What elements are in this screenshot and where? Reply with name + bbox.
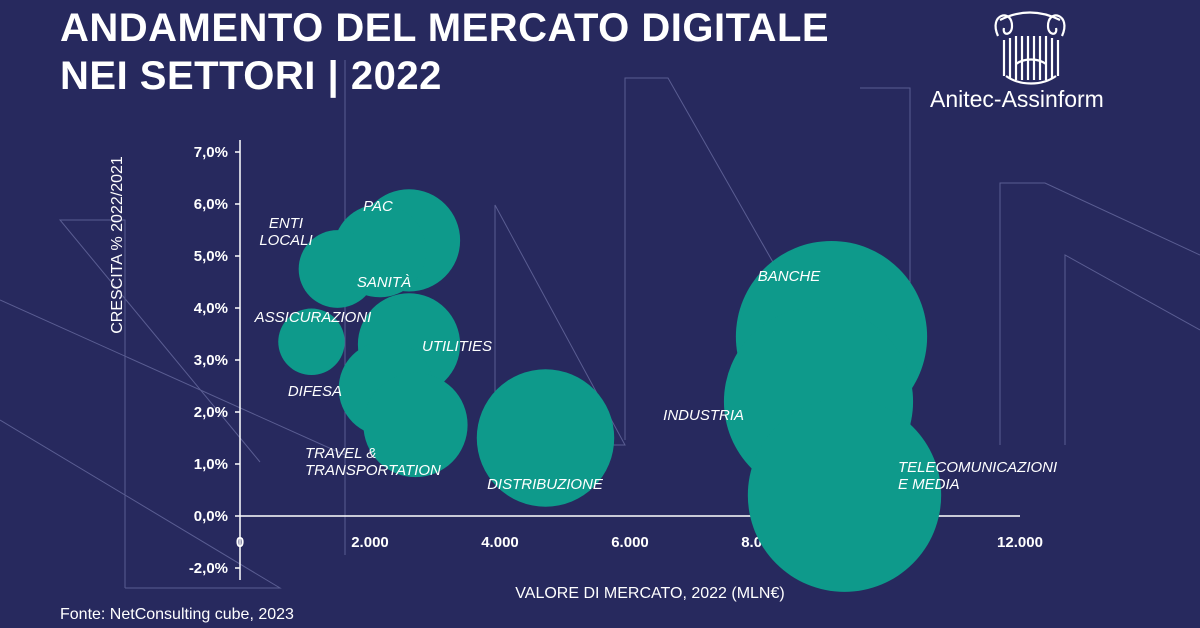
bubble-label-line: BANCHE — [758, 268, 822, 285]
bubble-label: PAC — [363, 198, 393, 215]
bubble-label-line: LOCALI — [259, 232, 312, 249]
logo-wordmark: Anitec-Assinform — [930, 86, 1104, 112]
bubble-label: DISTRIBUZIONE — [487, 476, 604, 493]
bubble-label-line: PAC — [363, 198, 393, 215]
decor-line — [58, 219, 261, 588]
bubble-label-line: SANITÀ — [357, 274, 411, 291]
bubble-label: BANCHE — [758, 268, 822, 285]
bubble-label-line: E MEDIA — [898, 476, 960, 493]
bubble-label-line: TRANSPORTATION — [305, 462, 441, 479]
y-tick-label: 6,0% — [194, 196, 228, 213]
ionic-capital-icon — [994, 11, 1066, 85]
y-axis-title: CRESCITA % 2022/2021 — [109, 156, 126, 334]
decor-line — [0, 299, 346, 456]
x-axis-title: VALORE DI MERCATO, 2022 (MLN€) — [515, 585, 784, 602]
bubble-label: DIFESA — [288, 383, 342, 400]
bubble-label-line: TELECOMUNICAZIONI — [898, 459, 1057, 476]
decor-line — [1064, 254, 1200, 445]
title-line-1: ANDAMENTO DEL MERCATO DIGITALE — [60, 6, 830, 50]
bubble-label-line: DISTRIBUZIONE — [487, 476, 604, 493]
decor-line — [999, 182, 1200, 445]
y-tick-label: 5,0% — [194, 248, 228, 265]
y-tick-label: 7,0% — [194, 144, 228, 161]
page-title: ANDAMENTO DEL MERCATO DIGITALE NEI SETTO… — [60, 4, 829, 100]
x-tick-label: 4.000 — [481, 534, 519, 551]
bubble-label-line: UTILITIES — [422, 338, 492, 355]
bubble-label-line: ENTI — [269, 215, 303, 232]
x-tick-label: 6.000 — [611, 534, 649, 551]
data-bubble — [476, 369, 615, 507]
bubble-label: ASSICURAZIONI — [254, 309, 372, 326]
data-bubble — [278, 308, 345, 376]
logo: Anitec-Assinform — [930, 6, 1130, 116]
y-tick-label: -2,0% — [189, 560, 228, 577]
x-tick-label: 0 — [236, 534, 244, 551]
bubble-label-line: DIFESA — [288, 383, 342, 400]
bubble-label: TRAVEL & TRANSPORTATION — [305, 445, 441, 479]
y-tick-label: 4,0% — [194, 300, 228, 317]
y-tick-label: 2,0% — [194, 404, 228, 421]
x-tick-label: 2.000 — [351, 534, 389, 551]
bubble-label: SANITÀ — [357, 274, 411, 291]
bubble-label: TELECOMUNICAZIONI E MEDIA — [898, 459, 1057, 493]
bubble-label: ENTI LOCALI — [259, 215, 312, 249]
bubble-label: INDUSTRIA — [663, 407, 744, 424]
source-note: Fonte: NetConsulting cube, 2023 — [60, 606, 294, 623]
bubble-label-line: TRAVEL & — [305, 445, 376, 462]
bubble-label-line: ASSICURAZIONI — [254, 309, 372, 326]
title-line-2: NEI SETTORI | 2022 — [60, 54, 442, 98]
data-bubble — [298, 230, 377, 308]
bubble-label: UTILITIES — [422, 338, 492, 355]
x-tick-label: 12.000 — [997, 534, 1043, 551]
bubble-label-line: INDUSTRIA — [663, 407, 744, 424]
data-bubble — [363, 372, 468, 478]
y-tick-label: 3,0% — [194, 352, 228, 369]
y-tick-label: 0,0% — [194, 508, 228, 525]
decor-line — [0, 419, 282, 589]
y-tick-label: 1,0% — [194, 456, 228, 473]
data-bubble — [747, 398, 942, 592]
